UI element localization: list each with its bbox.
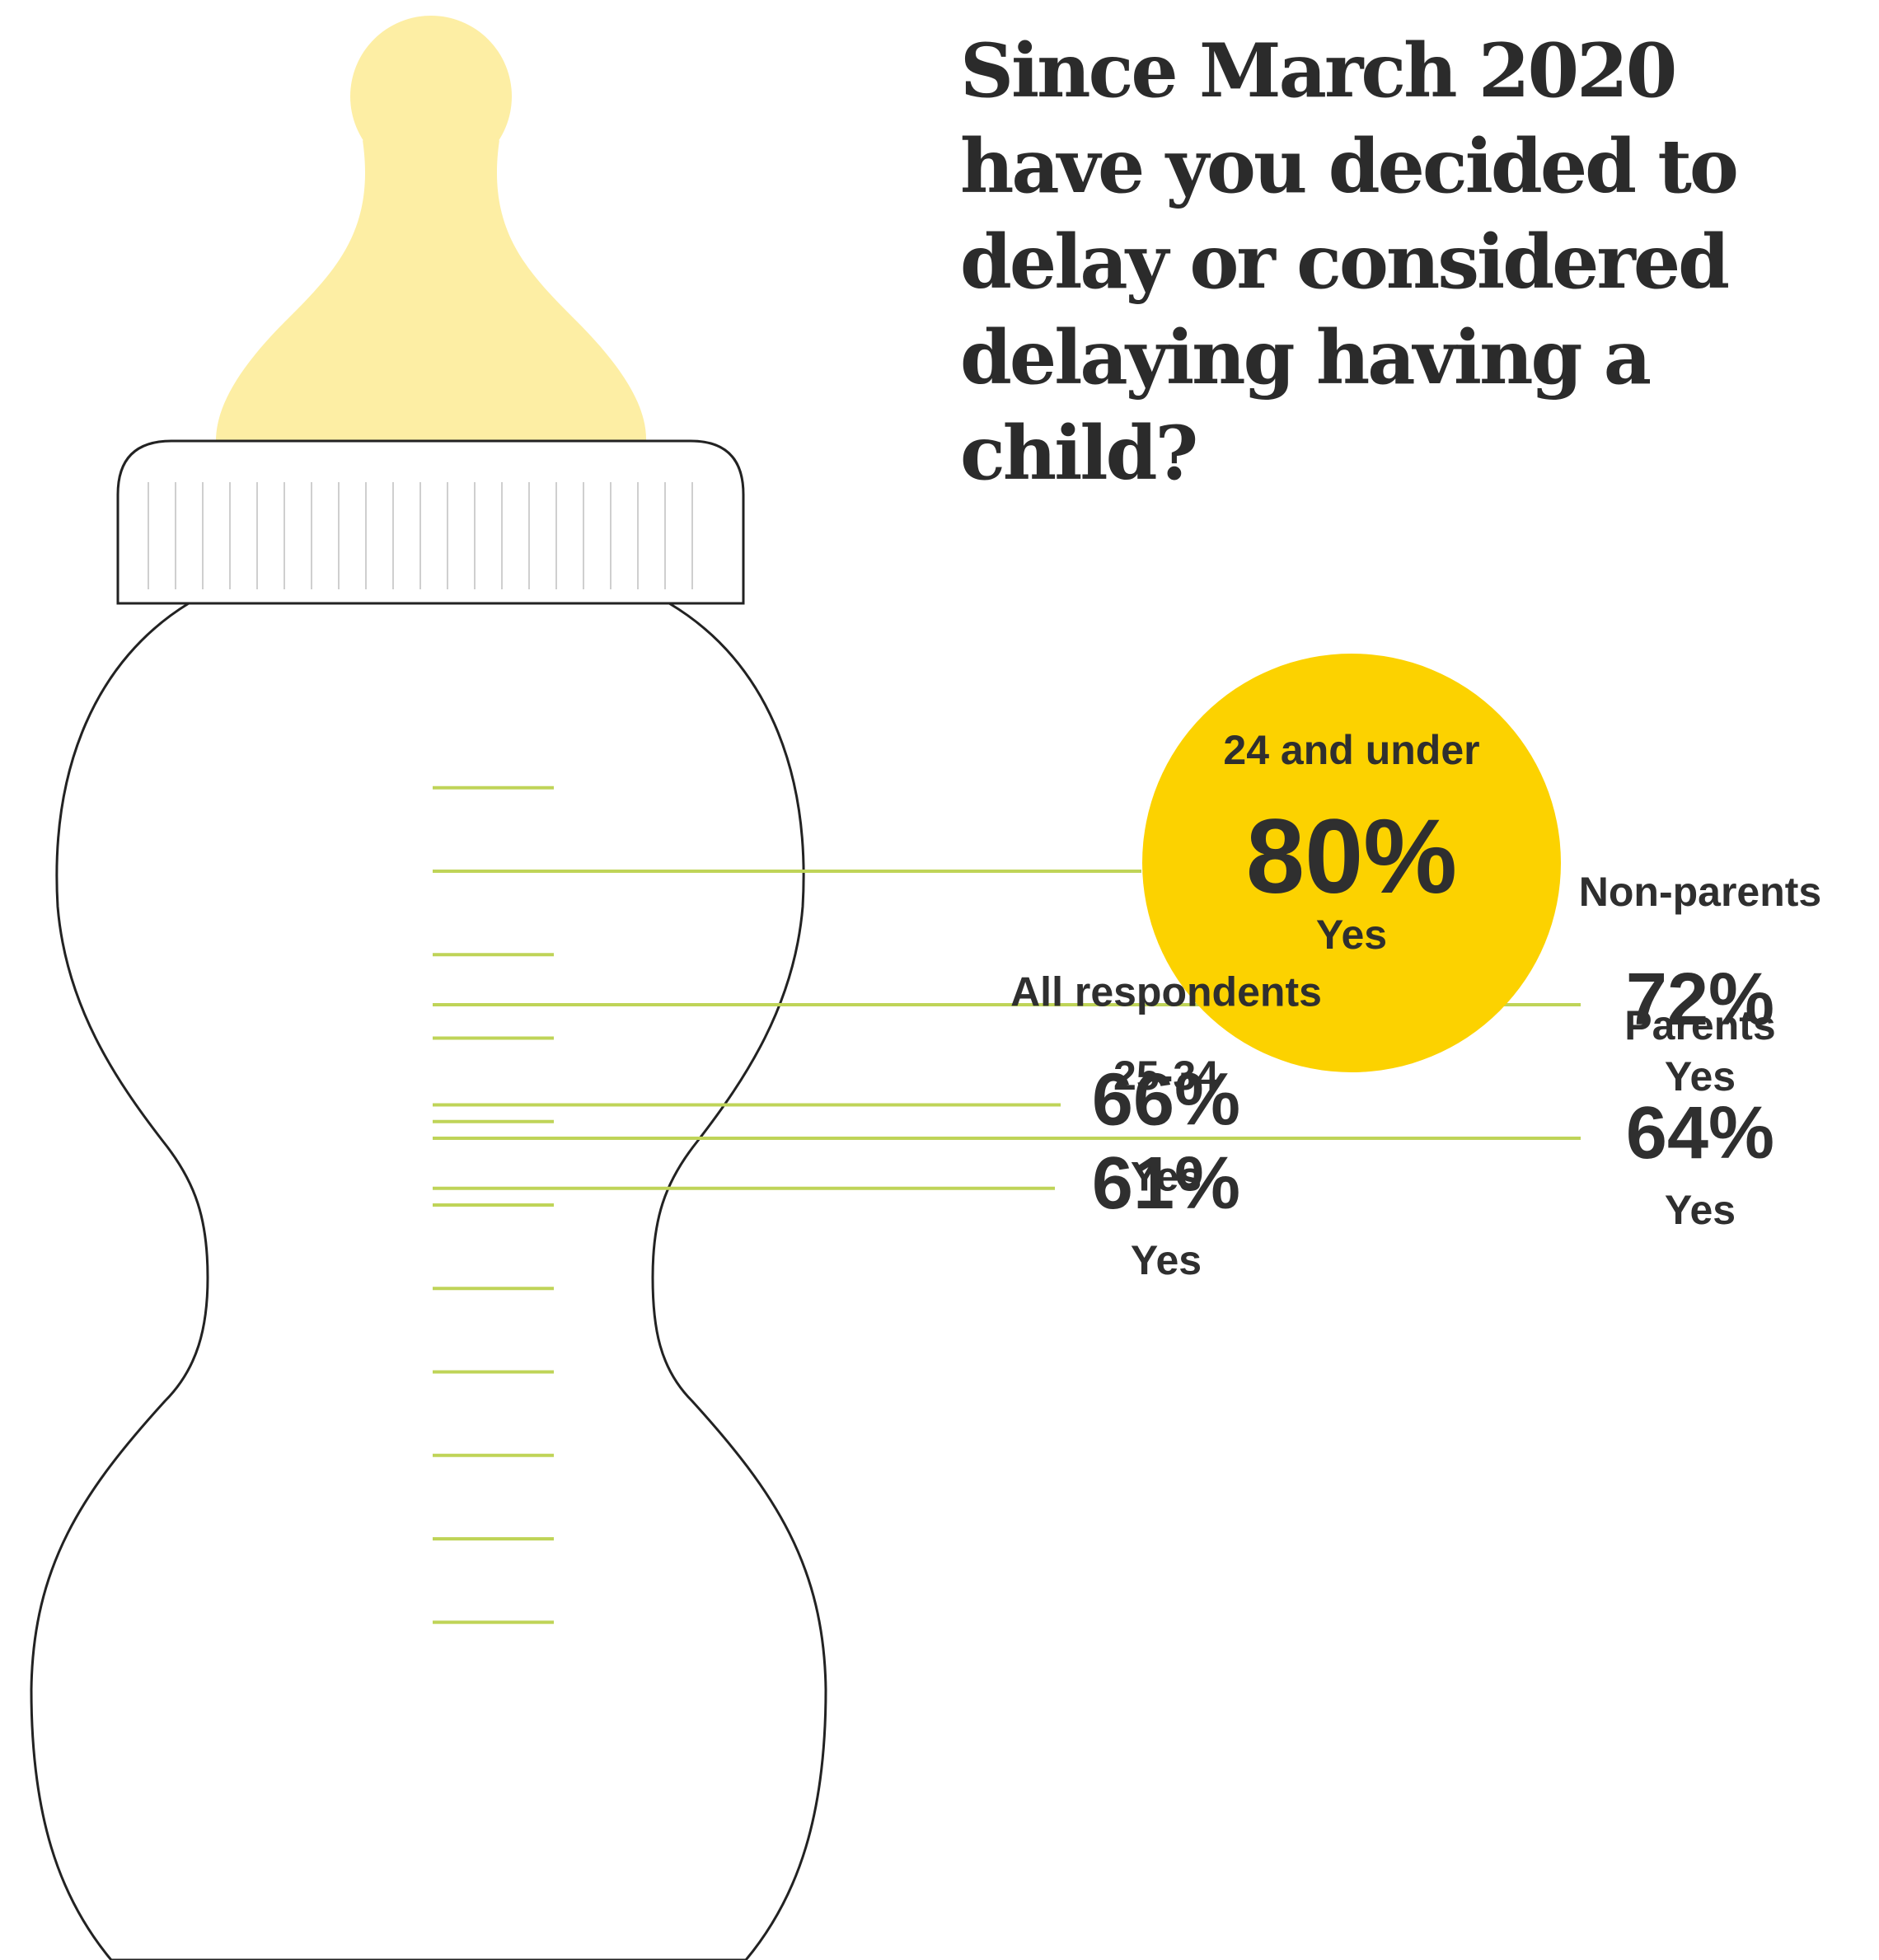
category-label: 25-34 (1113, 1053, 1219, 1099)
highlight-circle (1142, 654, 1561, 1072)
bottle-body (30, 602, 827, 1960)
response-label: Yes (1665, 1187, 1736, 1233)
response-label: Yes (1316, 912, 1387, 958)
category-label: All respondents (1010, 969, 1322, 1015)
category-label: Parents (1624, 1002, 1775, 1048)
value-label: 64% (1626, 1092, 1774, 1175)
nipple-tip (350, 16, 512, 177)
value-label: 61% (1092, 1142, 1240, 1225)
bottle-nipple (216, 16, 647, 441)
nipple-body (216, 140, 647, 441)
value-label: 80% (1246, 798, 1457, 916)
cap-ridges (148, 482, 693, 589)
response-label: Yes (1131, 1237, 1202, 1283)
value-label: 66% (1092, 1059, 1240, 1142)
chart-title: Since March 2020 have you decided to del… (960, 27, 1739, 497)
response-label: Yes (1665, 1053, 1736, 1100)
value-label: 72% (1626, 959, 1774, 1041)
category-label: 24 and under (1223, 727, 1479, 773)
category-label: Non-parents (1579, 869, 1821, 915)
bottle-cap (116, 439, 745, 605)
cap-outline (116, 439, 745, 605)
response-label: Yes (1131, 1154, 1202, 1200)
